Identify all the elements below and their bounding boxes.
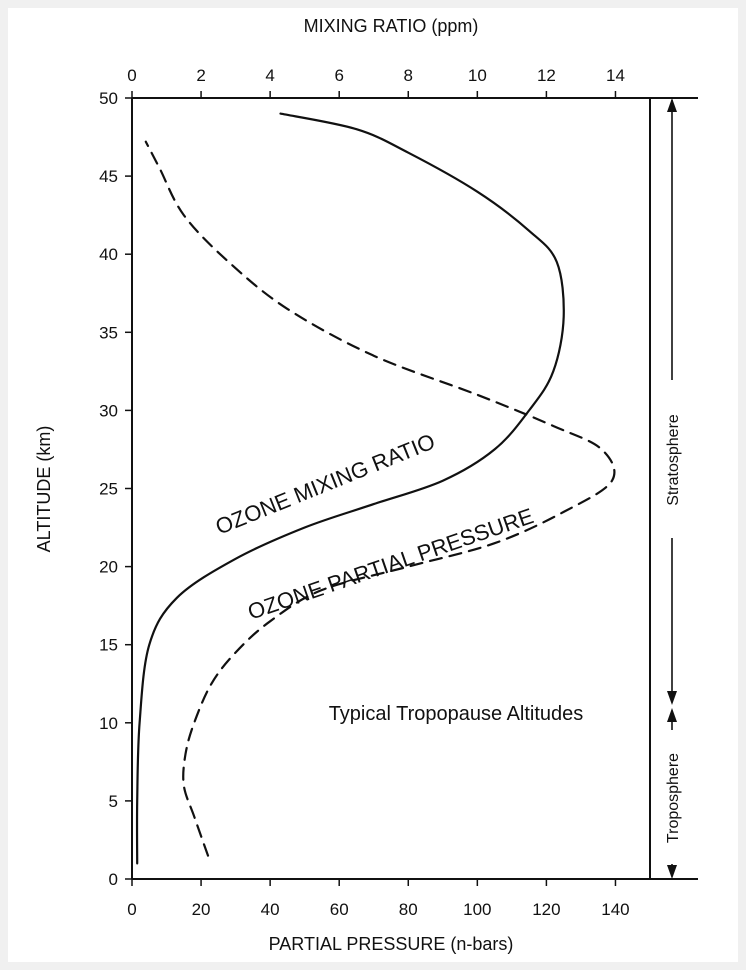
y-tick-label: 5 [109, 792, 118, 811]
tropopause-annotation: Typical Tropopause Altitudes [329, 703, 584, 725]
partial-pressure-annotation: OZONE PARTIAL PRESSURE [244, 503, 536, 624]
top-tick-label: 10 [468, 66, 487, 85]
stratosphere-arrow-down [667, 691, 677, 705]
stratosphere-label: Stratosphere [665, 414, 682, 506]
chart-figure: MIXING RATIO (ppm) PARTIAL PRESSURE (n-b… [8, 8, 738, 962]
y-tick-label: 45 [99, 167, 118, 186]
bottom-tick-label: 100 [463, 900, 491, 919]
top-tick-label: 12 [537, 66, 556, 85]
top-axis-ticks: 0 2 4 6 8 10 12 14 [127, 66, 625, 98]
top-tick-label: 6 [334, 66, 343, 85]
y-tick-label: 35 [99, 323, 118, 342]
top-axis-title: MIXING RATIO (ppm) [304, 16, 479, 36]
mixing-ratio-annotation: OZONE MIXING RATIO [212, 429, 439, 540]
y-tick-label: 40 [99, 245, 118, 264]
top-tick-label: 8 [404, 66, 413, 85]
top-tick-label: 4 [265, 66, 274, 85]
partial-pressure-series-line [144, 140, 616, 857]
bottom-axis-title: PARTIAL PRESSURE (n-bars) [269, 934, 514, 954]
bottom-tick-label: 60 [330, 900, 349, 919]
y-tick-label: 50 [99, 89, 118, 108]
y-tick-label: 20 [99, 558, 118, 577]
bottom-tick-label: 140 [601, 900, 629, 919]
top-tick-label: 0 [127, 66, 136, 85]
y-axis-title: ALTITUDE (km) [34, 426, 54, 553]
mixing-ratio-series-line [135, 112, 565, 865]
top-tick-label: 14 [606, 66, 625, 85]
troposphere-label: Troposphere [665, 753, 682, 843]
plot-frame [131, 97, 698, 880]
series-layer [135, 112, 616, 865]
y-tick-label: 0 [109, 870, 118, 889]
troposphere-arrow-down [667, 865, 677, 879]
y-tick-label: 30 [99, 401, 118, 420]
bottom-tick-label: 40 [261, 900, 280, 919]
region-brackets: Stratosphere Troposphere [665, 98, 682, 879]
y-axis-ticks: 0 5 10 15 20 25 30 35 40 45 50 [99, 89, 132, 889]
y-tick-label: 15 [99, 636, 118, 655]
top-tick-label: 2 [196, 66, 205, 85]
stratosphere-arrow-up [667, 98, 677, 112]
bottom-tick-label: 20 [192, 900, 211, 919]
bottom-tick-label: 80 [399, 900, 418, 919]
y-tick-label: 10 [99, 714, 118, 733]
bottom-axis-ticks: 0 20 40 60 80 100 120 140 [127, 879, 630, 919]
bottom-tick-label: 120 [532, 900, 560, 919]
ozone-profile-chart: MIXING RATIO (ppm) PARTIAL PRESSURE (n-b… [34, 16, 698, 954]
y-tick-label: 25 [99, 480, 118, 499]
bottom-tick-label: 0 [127, 900, 136, 919]
troposphere-arrow-up [667, 708, 677, 722]
